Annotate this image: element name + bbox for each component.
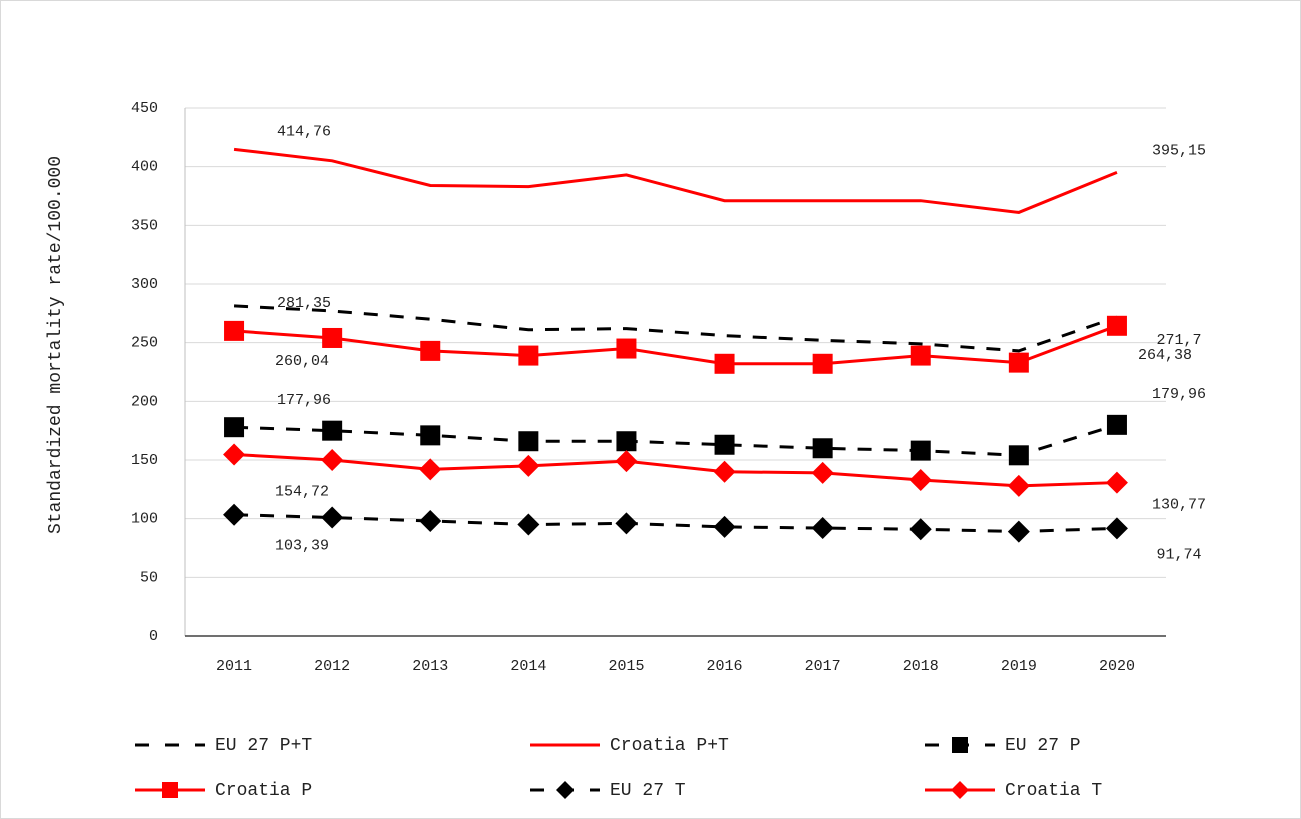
- data-label: 414,76: [277, 123, 331, 140]
- marker: [811, 517, 834, 540]
- x-tick-label: 2015: [608, 658, 644, 675]
- marker: [713, 460, 736, 483]
- marker: [615, 450, 638, 473]
- data-label: 179,96: [1152, 386, 1206, 403]
- marker: [224, 320, 245, 341]
- y-tick-label: 350: [131, 217, 158, 234]
- marker: [518, 431, 539, 452]
- marker: [910, 440, 931, 461]
- y-tick-label: 400: [131, 159, 158, 176]
- marker: [518, 345, 539, 366]
- marker: [714, 353, 735, 374]
- series-line: [233, 452, 1117, 488]
- data-label: 91,74: [1156, 546, 1201, 563]
- marker: [1007, 520, 1030, 543]
- marker: [420, 425, 441, 446]
- y-tick-label: 50: [140, 569, 158, 586]
- y-tick-label: 450: [131, 100, 158, 117]
- x-tick-label: 2019: [1001, 658, 1037, 675]
- data-label: 103,39: [275, 538, 329, 555]
- y-tick-label: 0: [149, 628, 158, 645]
- data-label: 395,15: [1152, 142, 1206, 159]
- marker: [713, 515, 736, 538]
- x-tick-label: 2018: [903, 658, 939, 675]
- marker: [517, 454, 540, 477]
- x-tick-label: 2014: [510, 658, 546, 675]
- legend-marker: [162, 782, 178, 798]
- x-tick-label: 2013: [412, 658, 448, 675]
- y-tick-label: 250: [131, 335, 158, 352]
- marker: [616, 431, 637, 452]
- legend-marker: [952, 737, 968, 753]
- marker: [419, 510, 442, 533]
- legend-label: EU 27 P: [1005, 736, 1081, 756]
- data-label: 260,04: [275, 353, 329, 370]
- x-tick-label: 2011: [216, 658, 252, 675]
- legend-label: Croatia P+T: [610, 736, 729, 756]
- marker: [1105, 471, 1128, 494]
- y-tick-label: 300: [131, 276, 158, 293]
- marker: [910, 345, 931, 366]
- marker: [1008, 445, 1029, 466]
- marker: [419, 458, 442, 481]
- y-tick-label: 150: [131, 452, 158, 469]
- marker: [321, 449, 344, 471]
- marker: [909, 468, 932, 491]
- marker: [224, 417, 245, 438]
- series-line: [233, 324, 1118, 366]
- legend-label: Croatia P: [215, 781, 312, 801]
- marker: [517, 513, 540, 536]
- legend-label: EU 27 P+T: [215, 736, 312, 756]
- y-axis-label: Standardized mortality rate/100.000: [46, 156, 66, 534]
- legend-label: EU 27 T: [610, 781, 686, 801]
- y-tick-label: 200: [131, 393, 158, 410]
- legend-marker: [556, 781, 574, 799]
- data-label: 154,72: [275, 483, 329, 500]
- legend-marker: [951, 781, 969, 799]
- legend-label: Croatia T: [1005, 781, 1102, 801]
- marker: [1008, 352, 1029, 373]
- marker: [1007, 474, 1030, 497]
- x-tick-label: 2017: [805, 658, 841, 675]
- marker: [1106, 414, 1127, 435]
- series-line: [234, 513, 1117, 534]
- marker: [811, 461, 834, 484]
- data-label: 130,77: [1152, 497, 1206, 514]
- x-tick-label: 2016: [707, 658, 743, 675]
- series-line: [233, 423, 1118, 457]
- data-label: 177,96: [277, 392, 331, 409]
- marker: [616, 338, 637, 359]
- data-label: 271,7: [1156, 332, 1201, 349]
- x-tick-label: 2020: [1099, 658, 1135, 675]
- y-tick-label: 100: [131, 511, 158, 528]
- marker: [420, 340, 441, 361]
- data-label: 264,38: [1138, 347, 1192, 364]
- marker: [223, 503, 246, 526]
- series-line: [233, 147, 1118, 214]
- data-label: 281,35: [277, 295, 331, 312]
- marker: [909, 518, 932, 541]
- series-line: [233, 304, 1118, 353]
- marker: [322, 327, 343, 348]
- marker: [223, 443, 246, 466]
- marker: [812, 353, 833, 374]
- marker: [812, 438, 833, 459]
- marker: [1106, 315, 1127, 336]
- marker: [322, 420, 343, 441]
- marker: [1105, 517, 1128, 540]
- x-tick-label: 2012: [314, 658, 350, 675]
- marker: [714, 434, 735, 455]
- marker: [321, 506, 344, 529]
- marker: [615, 512, 638, 535]
